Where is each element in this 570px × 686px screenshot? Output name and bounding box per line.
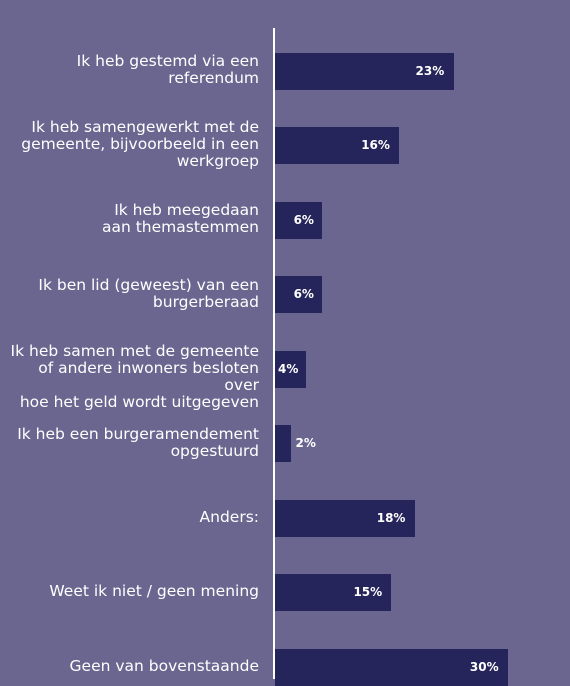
- bar-value-label: 18%: [376, 510, 406, 525]
- bar-value-label: 6%: [293, 287, 314, 301]
- category-label: Weet ik niet / geen mening: [49, 582, 259, 600]
- bar-value-label: 4%: [278, 361, 299, 376]
- category-label: Anders:: [199, 507, 259, 526]
- bar: [275, 574, 392, 611]
- bar: [275, 425, 291, 462]
- bar: [275, 52, 454, 90]
- category-label: Ik heb samengewerkt met de gemeente, bij…: [21, 118, 259, 170]
- bar: [275, 499, 415, 537]
- bar-value-label: 6%: [293, 212, 314, 227]
- category-label: Geen van bovenstaande: [69, 656, 259, 675]
- category-label: Ik heb een burgeramendement opgestuurd: [17, 424, 259, 460]
- category-label: Ik heb samen met de gemeente of andere i…: [10, 341, 259, 411]
- category-label: Ik ben lid (geweest) van een burgerberaa…: [38, 275, 259, 311]
- bar: [275, 350, 307, 388]
- bar-value-label: 15%: [353, 585, 383, 599]
- bar-value-label: 16%: [361, 138, 390, 152]
- bar-value-label: 2%: [295, 436, 316, 450]
- bar-value-label: 30%: [469, 659, 499, 674]
- bar: [275, 127, 400, 164]
- bar: [275, 276, 322, 313]
- category-label: Ik heb meegedaan aan themastemmen: [101, 201, 259, 236]
- bar: [275, 201, 322, 239]
- y-axis-line: [273, 28, 275, 679]
- category-label: Ik heb gestemd via een referendum: [76, 52, 259, 87]
- bar-value-label: 23%: [415, 63, 445, 78]
